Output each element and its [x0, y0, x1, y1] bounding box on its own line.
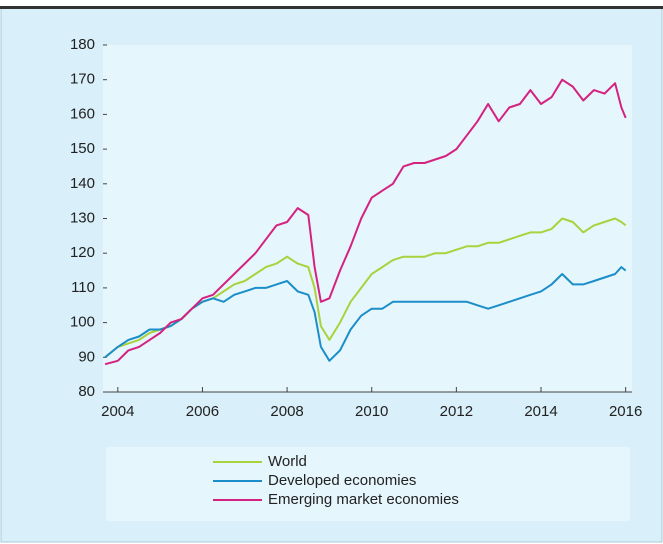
top-rule — [0, 6, 663, 9]
x-tick-label: 2010 — [355, 403, 388, 420]
legend-label: Emerging market economies — [268, 491, 459, 508]
x-tick-label: 2004 — [101, 403, 134, 420]
x-tick-label: 2006 — [186, 403, 219, 420]
y-tick-label: 90 — [78, 348, 95, 365]
series-line — [104, 266, 627, 362]
y-tick-label: 100 — [70, 314, 95, 331]
legend-label: Developed economies — [268, 472, 416, 489]
series-line — [104, 78, 627, 366]
legend-label: World — [268, 453, 307, 470]
y-tick-label: 140 — [70, 175, 95, 192]
y-tick-label: 170 — [70, 71, 95, 88]
y-tick-label: 150 — [70, 140, 95, 157]
x-tick-label: 2014 — [524, 403, 557, 420]
y-tick-label: 130 — [70, 209, 95, 226]
x-tick-label: 2016 — [609, 403, 642, 420]
x-tick-label: 2012 — [440, 403, 473, 420]
y-tick-label: 80 — [78, 383, 95, 400]
y-tick-label: 180 — [70, 36, 95, 53]
x-tick-label: 2008 — [270, 403, 303, 420]
y-tick-label: 120 — [70, 244, 95, 261]
y-tick-label: 110 — [71, 279, 95, 296]
legend-box — [106, 447, 630, 521]
y-tick-label: 160 — [70, 105, 95, 122]
